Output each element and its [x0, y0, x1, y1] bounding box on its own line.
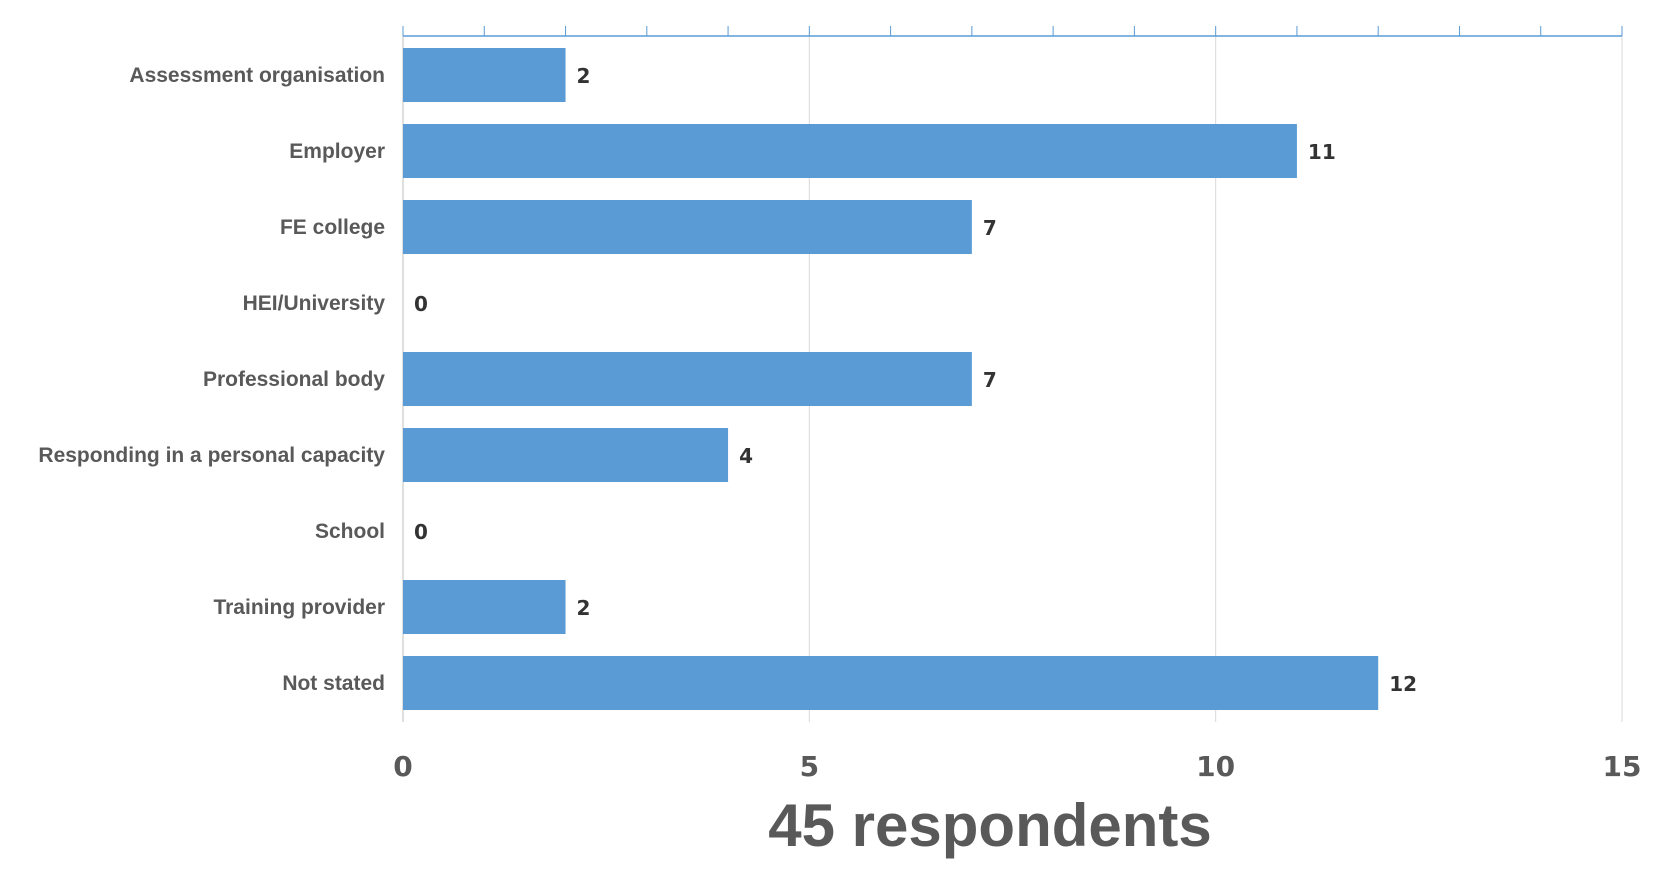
bar — [403, 48, 566, 102]
category-label: Professional body — [203, 368, 385, 391]
value-label: 7 — [983, 368, 997, 392]
category-label: Assessment organisation — [129, 64, 385, 87]
category-label: Not stated — [282, 672, 385, 695]
x-axis-title: 45 respondents — [768, 792, 1211, 859]
value-label: 12 — [1389, 672, 1417, 696]
value-label: 2 — [577, 596, 591, 620]
x-tick-label: 0 — [393, 750, 412, 783]
category-label: Employer — [289, 140, 385, 163]
value-label: 11 — [1308, 140, 1336, 164]
x-tick-label: 15 — [1603, 750, 1642, 783]
x-tick-label: 10 — [1196, 750, 1235, 783]
category-label: HEI/University — [243, 292, 386, 315]
bar — [403, 656, 1379, 710]
value-label: 0 — [414, 520, 428, 544]
top-axis — [402, 26, 1623, 37]
category-labels: Assessment organisation Employer FE colleg… — [38, 64, 385, 695]
bar — [403, 352, 972, 406]
bar — [403, 428, 729, 482]
bar — [403, 124, 1297, 178]
bar — [403, 580, 566, 634]
category-label: Responding in a personal capacity — [38, 444, 385, 467]
category-label: School — [315, 520, 385, 543]
value-labels: 2 11 7 0 7 4 0 2 12 — [414, 64, 1417, 696]
value-label: 4 — [739, 444, 753, 468]
x-tick-labels: 0 5 10 15 — [393, 750, 1641, 783]
x-tick-label: 5 — [800, 750, 819, 783]
value-label: 2 — [577, 64, 591, 88]
value-label: 7 — [983, 216, 997, 240]
value-label: 0 — [414, 292, 428, 316]
category-label: Training provider — [213, 596, 385, 619]
bars — [403, 48, 1379, 710]
category-label: FE college — [280, 216, 385, 239]
bar — [403, 200, 972, 254]
